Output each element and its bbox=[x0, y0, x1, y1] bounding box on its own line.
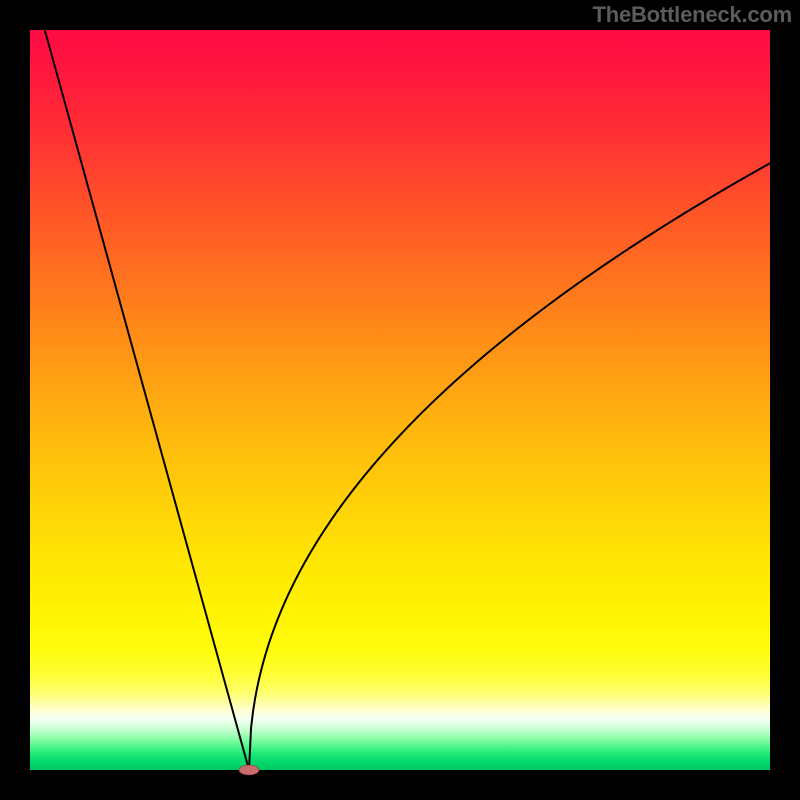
figure-container: TheBottleneck.com bbox=[0, 0, 800, 800]
gradient-chart bbox=[0, 0, 800, 800]
watermark-text: TheBottleneck.com bbox=[592, 2, 792, 28]
plot-background bbox=[30, 30, 770, 770]
minimum-marker bbox=[239, 765, 259, 775]
